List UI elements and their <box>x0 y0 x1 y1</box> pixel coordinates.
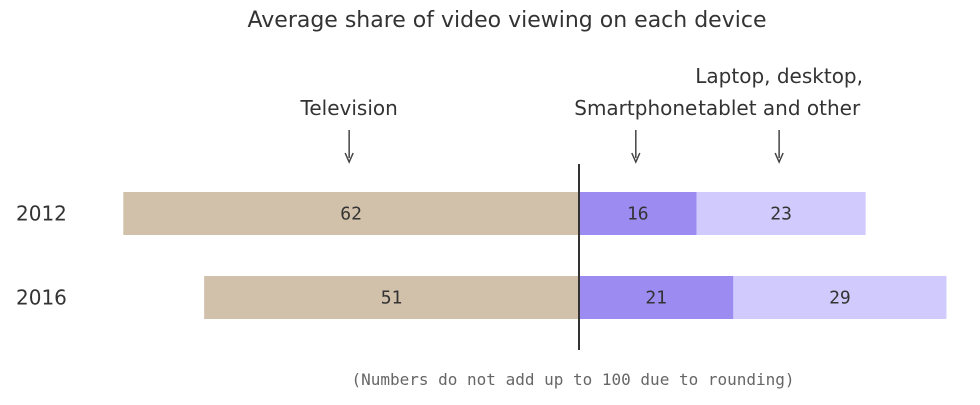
bar-television-2012 <box>123 192 580 235</box>
bars-group: 62 16 23 51 21 29 <box>123 192 947 319</box>
chart-note: (Numbers do not add up to 100 due to rou… <box>351 370 794 389</box>
row-label-2012: 2012 <box>16 202 67 226</box>
value-label-smartphone-2016: 21 <box>645 288 667 309</box>
arrow-head-television <box>344 152 354 164</box>
series-annotations: Television Smartphone Laptop, desktop, tabl… <box>300 64 863 164</box>
bar-laptop-desktop-tablet-and-other-2012 <box>696 192 866 235</box>
value-label-television-2016: 51 <box>381 288 403 309</box>
series-label-smartphone: Smartphone <box>574 96 697 120</box>
row-label-2016: 2016 <box>16 286 67 310</box>
series-label-laptop-desktop-tablet-and-other-line-2: tablet and other <box>698 96 861 120</box>
bar-smartphone-2012 <box>579 192 697 235</box>
value-label-smartphone-2012: 16 <box>627 204 649 225</box>
value-label-television-2012: 62 <box>340 204 362 225</box>
series-label-television: Television <box>300 96 398 120</box>
arrow-head-smartphone <box>631 152 641 164</box>
bar-laptop-desktop-tablet-and-other-2016 <box>733 276 947 319</box>
value-label-laptop-desktop-tablet-and-other-2016: 29 <box>829 288 851 309</box>
bar-television-2016 <box>204 276 579 319</box>
series-label-laptop-desktop-tablet-and-other-line-1: Laptop, desktop, <box>695 64 863 88</box>
value-label-laptop-desktop-tablet-and-other-2012: 23 <box>770 204 792 225</box>
bar-smartphone-2016 <box>579 276 734 319</box>
row-labels: 2012 2016 <box>16 202 67 310</box>
chart-title: Average share of video viewing on each d… <box>248 8 767 33</box>
arrow-head-laptop-desktop-tablet-and-other <box>774 152 784 164</box>
